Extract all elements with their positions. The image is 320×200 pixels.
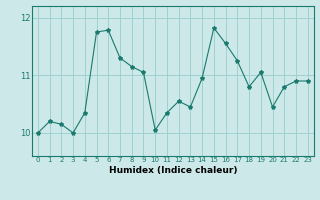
X-axis label: Humidex (Indice chaleur): Humidex (Indice chaleur): [108, 166, 237, 175]
